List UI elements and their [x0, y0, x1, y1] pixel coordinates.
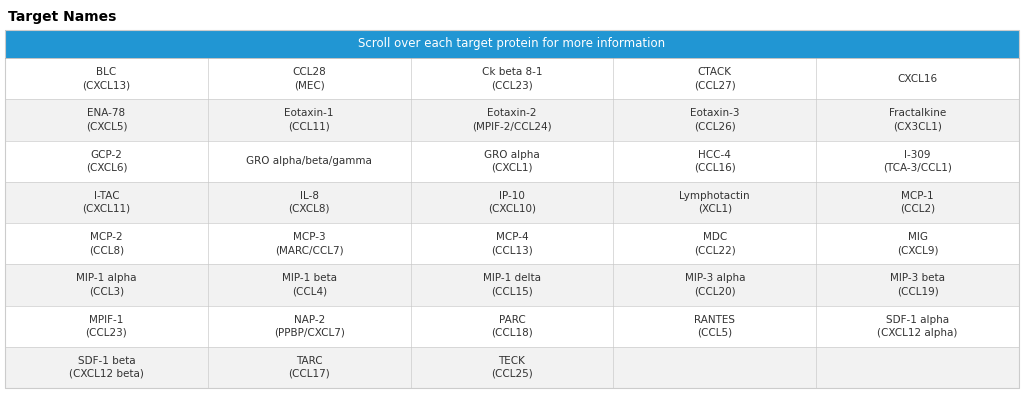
Text: MIP-1 alpha
(CCL3): MIP-1 alpha (CCL3)	[76, 273, 136, 296]
Text: GCP-2
(CXCL6): GCP-2 (CXCL6)	[86, 149, 127, 173]
Text: SDF-1 beta
(CXCL12 beta): SDF-1 beta (CXCL12 beta)	[69, 356, 143, 379]
Text: GRO alpha/beta/gamma: GRO alpha/beta/gamma	[246, 156, 372, 166]
Bar	[5, 141, 1019, 182]
Text: Fractalkine
(CX3CL1): Fractalkine (CX3CL1)	[889, 108, 946, 132]
Text: ENA-78
(CXCL5): ENA-78 (CXCL5)	[86, 108, 127, 132]
Text: Target Names: Target Names	[8, 10, 117, 24]
Text: MCP-3
(MARC/CCL7): MCP-3 (MARC/CCL7)	[274, 232, 343, 255]
Text: CTACK
(CCL27): CTACK (CCL27)	[694, 67, 735, 90]
Text: MPIF-1
(CCL23): MPIF-1 (CCL23)	[86, 314, 127, 338]
Text: CXCL16: CXCL16	[898, 73, 938, 84]
Text: I-309
(TCA-3/CCL1): I-309 (TCA-3/CCL1)	[883, 149, 952, 173]
Text: TECK
(CCL25): TECK (CCL25)	[492, 356, 532, 379]
Text: MIP-1 delta
(CCL15): MIP-1 delta (CCL15)	[483, 273, 541, 296]
Text: I-TAC
(CXCL11): I-TAC (CXCL11)	[82, 191, 130, 214]
Text: BLC
(CXCL13): BLC (CXCL13)	[82, 67, 130, 90]
Text: RANTES
(CCL5): RANTES (CCL5)	[694, 314, 735, 338]
Text: HCC-4
(CCL16): HCC-4 (CCL16)	[694, 149, 735, 173]
Bar	[5, 30, 1019, 58]
Text: Lymphotactin
(XCL1): Lymphotactin (XCL1)	[680, 191, 751, 214]
Text: SDF-1 alpha
(CXCL12 alpha): SDF-1 alpha (CXCL12 alpha)	[878, 314, 957, 338]
Text: Eotaxin-1
(CCL11): Eotaxin-1 (CCL11)	[285, 108, 334, 132]
Text: MCP-4
(CCL13): MCP-4 (CCL13)	[492, 232, 532, 255]
Bar	[5, 305, 1019, 347]
Text: MIP-1 beta
(CCL4): MIP-1 beta (CCL4)	[282, 273, 337, 296]
Text: MCP-1
(CCL2): MCP-1 (CCL2)	[900, 191, 935, 214]
Bar	[5, 182, 1019, 223]
Text: MIP-3 alpha
(CCL20): MIP-3 alpha (CCL20)	[685, 273, 745, 296]
Bar	[5, 264, 1019, 305]
Text: IP-10
(CXCL10): IP-10 (CXCL10)	[488, 191, 536, 214]
Text: TARC
(CCL17): TARC (CCL17)	[289, 356, 330, 379]
Bar	[5, 223, 1019, 264]
Text: PARC
(CCL18): PARC (CCL18)	[492, 314, 532, 338]
Text: MDC
(CCL22): MDC (CCL22)	[694, 232, 735, 255]
Bar	[5, 99, 1019, 141]
Text: IL-8
(CXCL8): IL-8 (CXCL8)	[289, 191, 330, 214]
Text: MCP-2
(CCL8): MCP-2 (CCL8)	[89, 232, 124, 255]
Text: NAP-2
(PPBP/CXCL7): NAP-2 (PPBP/CXCL7)	[273, 314, 345, 338]
Text: MIG
(CXCL9): MIG (CXCL9)	[897, 232, 938, 255]
Text: Scroll over each target protein for more information: Scroll over each target protein for more…	[358, 37, 666, 50]
Text: MIP-3 beta
(CCL19): MIP-3 beta (CCL19)	[890, 273, 945, 296]
Bar	[5, 347, 1019, 388]
Text: Eotaxin-3
(CCL26): Eotaxin-3 (CCL26)	[690, 108, 739, 132]
Text: CCL28
(MEC): CCL28 (MEC)	[292, 67, 326, 90]
Text: Eotaxin-2
(MPIF-2/CCL24): Eotaxin-2 (MPIF-2/CCL24)	[472, 108, 552, 132]
Bar	[5, 58, 1019, 99]
Text: Ck beta 8-1
(CCL23): Ck beta 8-1 (CCL23)	[481, 67, 543, 90]
Text: GRO alpha
(CXCL1): GRO alpha (CXCL1)	[484, 149, 540, 173]
